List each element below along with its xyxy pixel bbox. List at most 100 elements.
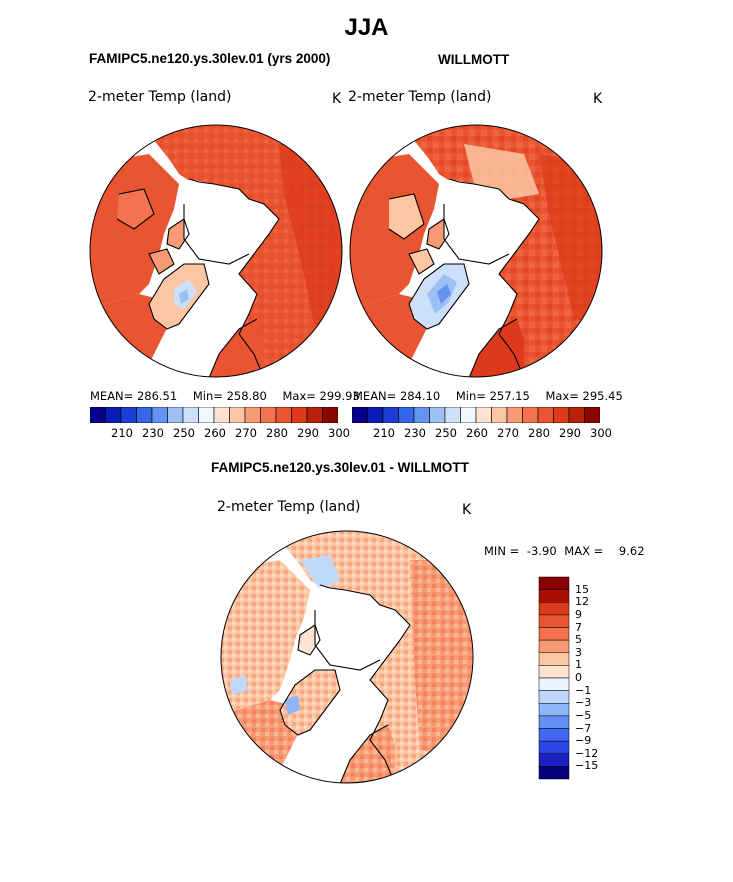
diff-colorbar-swatch — [538, 677, 570, 691]
colorbar-swatch — [90, 407, 106, 423]
diff-colorbar-tick-label: −7 — [575, 721, 592, 735]
colorbar-swatch — [120, 407, 137, 423]
diff-colorbar-swatch — [538, 576, 570, 590]
diff-land-field — [221, 531, 473, 783]
colorbar-swatch — [460, 407, 477, 423]
colorbar-swatch — [584, 407, 600, 423]
diff-min-value: -3.90 — [526, 544, 557, 558]
diff-max-value: 9.62 — [618, 544, 645, 558]
diff-colorbar-tick-label: −3 — [575, 696, 592, 710]
diff-colorbar-tick-label: 12 — [575, 595, 589, 609]
panel-2-min-value: 257.15 — [489, 389, 530, 403]
colorbar-tick-label: 270 — [497, 426, 519, 440]
colorbar-tick-label: 230 — [404, 426, 426, 440]
diff-colorbar-swatch — [538, 614, 570, 628]
colorbar-swatch — [244, 407, 261, 423]
diff-colorbar-tick-label: 0 — [575, 671, 582, 684]
colorbar-swatch — [213, 407, 230, 423]
diff-colorbar-swatch — [538, 589, 570, 603]
panel-2-coastlines — [388, 178, 540, 377]
panel-1-map — [89, 124, 343, 378]
colorbar-tick-label: 300 — [590, 426, 612, 440]
diff-colorbar-swatch — [538, 665, 570, 679]
colorbar-tick-label: 230 — [142, 426, 164, 440]
panel-1-mean-value: 286.51 — [136, 389, 178, 403]
panel-1-max-label: Max= — [282, 389, 316, 403]
colorbar-swatch — [136, 407, 153, 423]
panel-1-min-value: 258.80 — [226, 389, 267, 403]
panel-2-mean-label: MEAN= — [353, 389, 397, 403]
diff-coastlines — [279, 584, 411, 783]
colorbar-swatch — [413, 407, 430, 423]
diff-colorbar-swatch — [538, 652, 570, 666]
panel-1-stats: MEAN= 286.51 Min= 258.80 Max= 299.93 — [90, 389, 360, 403]
colorbar-swatch — [398, 407, 415, 423]
colorbar-swatch — [491, 407, 508, 423]
diff-colorbar-tick-label: 9 — [575, 607, 582, 621]
colorbar-tick-label: 290 — [297, 426, 319, 440]
diff-colorbar-swatch — [538, 740, 570, 754]
colorbar-tick-label: 260 — [204, 426, 226, 440]
diff-colorbar-tick-label: 7 — [575, 620, 582, 634]
page-title: JJA — [344, 14, 389, 41]
colorbar-swatch — [553, 407, 570, 423]
colorbar-swatch — [275, 407, 292, 423]
diff-min-label: MIN = — [484, 544, 520, 558]
colorbar-tick-label: 280 — [266, 426, 288, 440]
diff-colorbar-tick-label: 3 — [575, 645, 582, 659]
panel-2-variable-label: 2-meter Temp (land) — [348, 89, 492, 105]
colorbar-tick-label: 280 — [528, 426, 550, 440]
colorbar-swatch — [444, 407, 461, 423]
diff-header: FAMIPC5.ne120.ys.30lev.01 - WILLMOTT — [211, 460, 469, 475]
colorbar-tick-label: 210 — [111, 426, 133, 440]
colorbar-swatch — [429, 407, 446, 423]
colorbar-swatch — [167, 407, 184, 423]
colorbar-swatch — [382, 407, 399, 423]
colorbar-swatch — [105, 407, 122, 423]
colorbar-swatch — [291, 407, 308, 423]
colorbar-tick-label: 250 — [173, 426, 195, 440]
panel-2-map — [349, 124, 603, 378]
panel-2-stats: MEAN= 284.10 Min= 257.15 Max= 295.45 — [353, 389, 623, 403]
colorbar-tick-label: 270 — [235, 426, 257, 440]
diff-colorbar-tick-label: 15 — [575, 582, 589, 596]
diff-variable-label: 2-meter Temp (land) — [217, 499, 361, 515]
colorbar-tick-label: 210 — [373, 426, 395, 440]
diff-colorbar — [538, 576, 570, 780]
panel-2-min-label: Min= — [455, 389, 486, 403]
colorbar-swatch — [229, 407, 246, 423]
colorbar-swatch — [182, 407, 199, 423]
panel-1-variable-label: 2-meter Temp (land) — [88, 89, 232, 105]
diff-colorbar-swatch — [538, 627, 570, 641]
panel-2-header: WILLMOTT — [438, 52, 510, 67]
diff-colorbar-swatch — [538, 766, 570, 780]
colorbar-swatch — [522, 407, 539, 423]
diff-colorbar-tick-label: −15 — [575, 759, 599, 773]
panel-2-land-field — [350, 125, 602, 377]
colorbar-swatch — [367, 407, 384, 423]
diff-colorbar-swatch — [538, 715, 570, 729]
panel-2-max-label: Max= — [545, 389, 579, 403]
diff-colorbar-swatch — [538, 602, 570, 616]
diff-colorbar-tick-label: 1 — [575, 658, 582, 672]
panel-1-colorbar — [90, 407, 338, 423]
diff-max-label: MAX = — [564, 544, 604, 558]
colorbar-swatch — [198, 407, 215, 423]
panel-2-colorbar — [352, 407, 600, 423]
diff-colorbar-tick-label: −9 — [575, 734, 592, 748]
diff-colorbar-swatch — [538, 639, 570, 653]
diff-colorbar-tick-label: 5 — [575, 633, 582, 647]
colorbar-tick-label: 260 — [466, 426, 488, 440]
diff-colorbar-swatch — [538, 703, 570, 717]
diff-colorbar-tick-label: −5 — [575, 708, 592, 722]
panel-2-units: K — [593, 91, 603, 107]
diff-colorbar-swatch — [538, 690, 570, 704]
diff-colorbar-swatch — [538, 728, 570, 742]
colorbar-swatch — [475, 407, 492, 423]
colorbar-tick-label: 250 — [435, 426, 457, 440]
colorbar-tick-label: 300 — [328, 426, 350, 440]
panel-1-mean-label: MEAN= — [90, 389, 134, 403]
diff-stats: MIN = -3.90 MAX = 9.62 — [484, 544, 645, 558]
colorbar-swatch — [322, 407, 338, 423]
colorbar-tick-label: 290 — [559, 426, 581, 440]
